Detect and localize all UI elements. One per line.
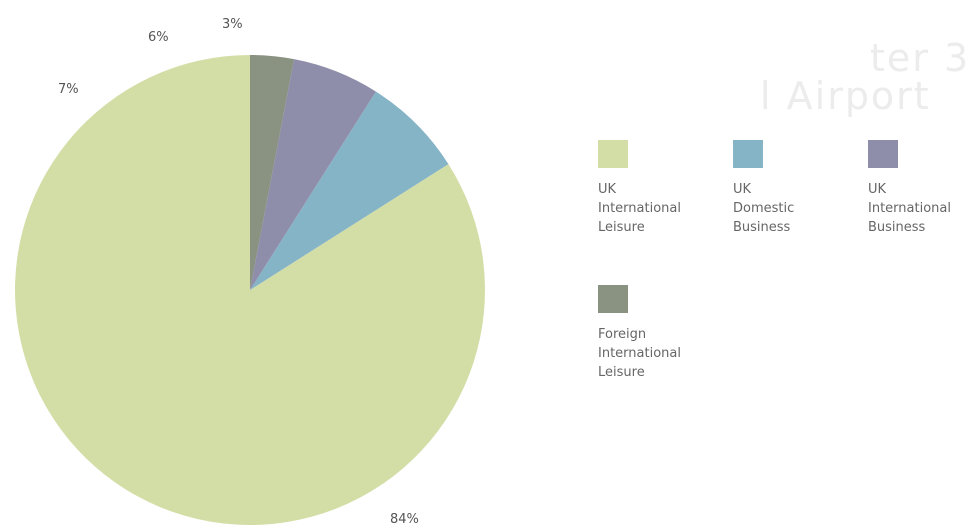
pie-value-labels: 84% 7% 6% 3%	[58, 17, 419, 527]
legend-label-3: Foreign International Leisure	[598, 327, 681, 380]
legend-item-2: UK International Business	[868, 140, 972, 237]
pie-value-label-0: 84%	[390, 512, 419, 527]
pie-value-label-2: 6%	[148, 30, 169, 45]
pie-value-label-1: 7%	[58, 82, 79, 97]
legend-swatch-0	[598, 140, 628, 168]
legend-swatch-2	[868, 140, 898, 168]
legend-swatch-3	[598, 285, 628, 313]
pie-value-label-3: 3%	[222, 17, 243, 32]
legend-item-3: Foreign International Leisure	[598, 285, 728, 382]
legend: UK International Leisure UK Domestic Busi…	[598, 140, 972, 410]
pie-slice-1	[250, 91, 449, 290]
legend-item-0: UK International Leisure	[598, 140, 728, 237]
pie-slice-2	[250, 59, 376, 291]
legend-swatch-1	[733, 140, 763, 168]
pie-slice-3	[250, 55, 295, 290]
pie-slices	[14, 55, 486, 525]
legend-label-1: UK Domestic Business	[733, 182, 795, 235]
legend-item-1: UK Domestic Business	[733, 140, 863, 237]
legend-label-2: UK International Business	[868, 182, 951, 235]
legend-label-0: UK International Leisure	[598, 182, 681, 235]
